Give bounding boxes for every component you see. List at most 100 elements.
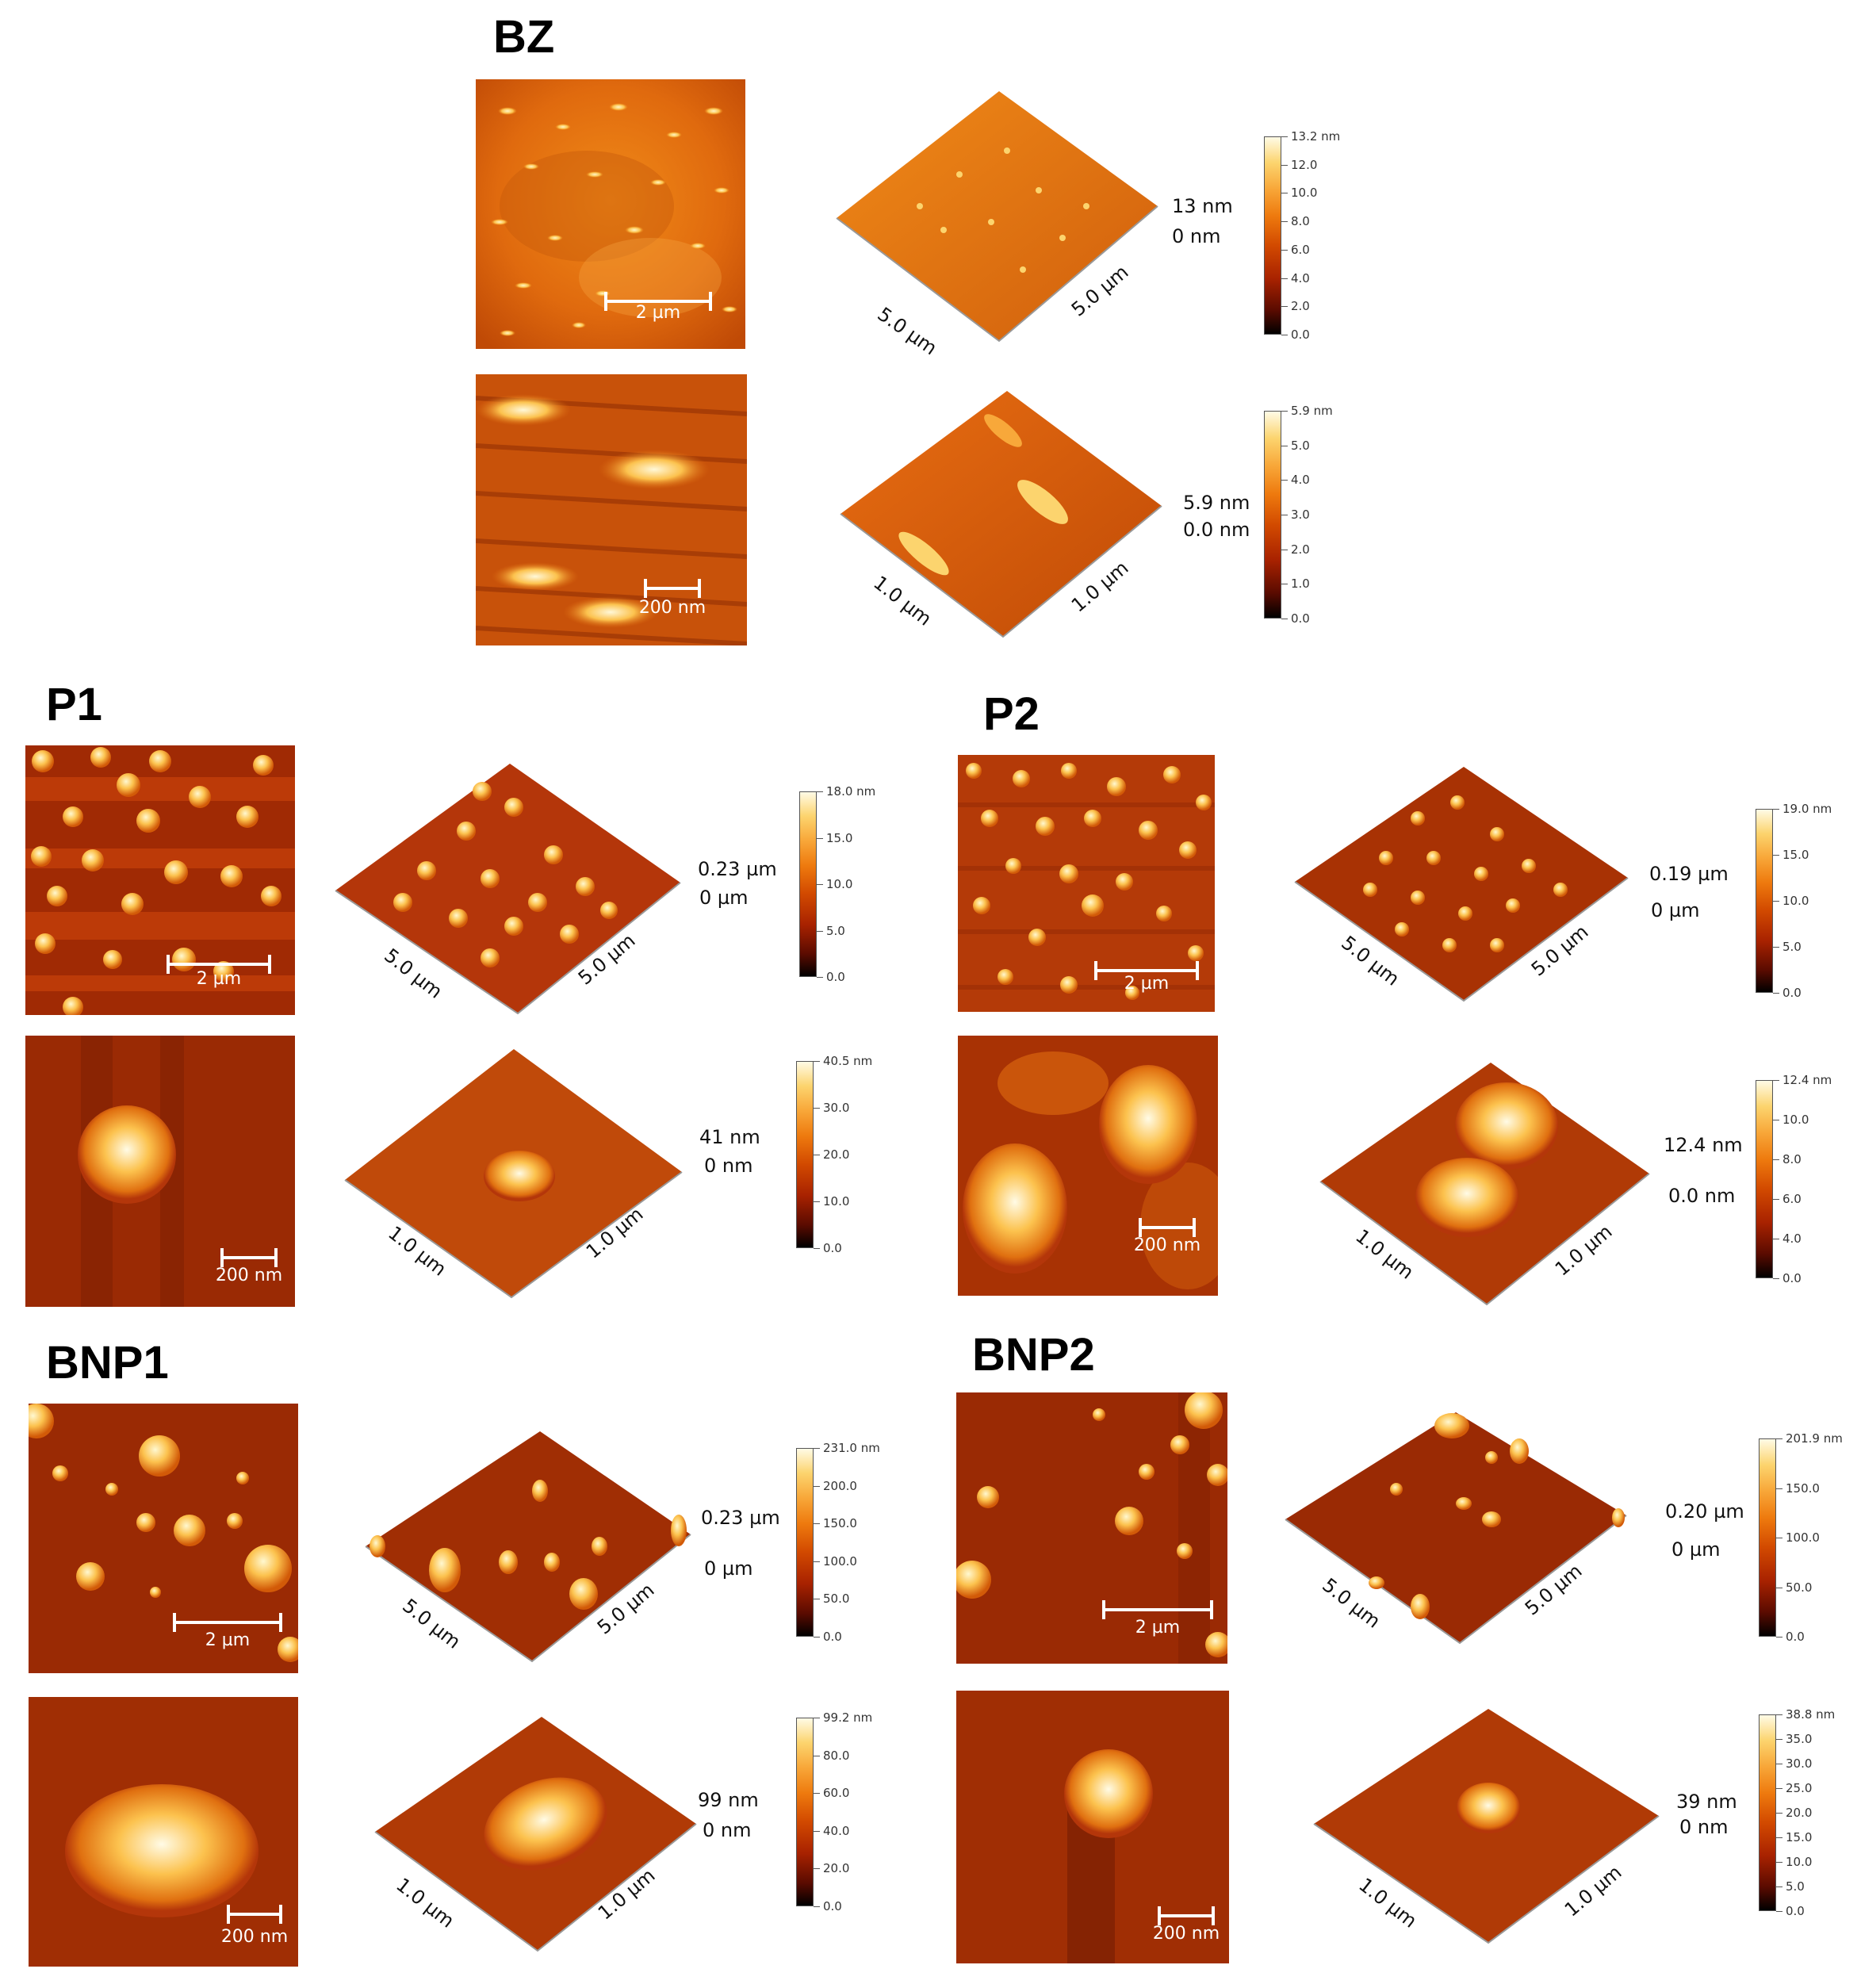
afm-image-bnp1-1um: 200 nm [29,1697,298,1967]
afm-image-p1-1um: 200 nm [25,1036,295,1307]
colorbar-gradient [1759,1714,1776,1911]
colorbar-tick [814,1248,820,1249]
colorbar-tick-label: 231.0 nm [823,1441,880,1455]
colorbar-tick-label: 30.0 [1786,1756,1813,1771]
colorbar-tick [1773,1080,1779,1081]
colorbar-tick-label: 5.9 nm [1291,404,1333,418]
scale-bar-label: 200 nm [1152,1924,1220,1944]
panel-title-bnp2: BNP2 [972,1329,1095,1381]
colorbar-tick-label: 12.0 [1291,157,1318,172]
colorbar-tick-label: 80.0 [823,1748,850,1763]
colorbar-tick-label: 30.0 [823,1101,850,1115]
colorbar-tick [1773,1159,1779,1160]
colorbar-tick [1773,1278,1779,1279]
colorbar-tick [1773,1199,1779,1200]
z-range-min: 0 µm [704,1557,753,1580]
colorbar-gradient [799,791,817,977]
z-range-min: 0 nm [1172,225,1221,247]
scale-bar: 200 nm [221,1905,288,1947]
colorbar-gradient [1756,1080,1773,1278]
z-range-min: 0 nm [1679,1816,1729,1838]
scale-bar-label: 200 nm [1133,1235,1201,1255]
axis-label-x: 1.0 µm [869,572,936,630]
scale-bar-label: 2 µm [196,969,242,989]
surface-3d-p1-5um: 5.0 µm 5.0 µm [331,760,681,1021]
afm-image-bz-1um: 200 nm [476,374,747,645]
colorbar-tick [1281,221,1288,223]
scale-bar: 200 nm [639,579,706,619]
colorbar-tick [814,1201,820,1202]
colorbar-tick-label: 0.0 [1786,1904,1805,1918]
z-range-min: 0 µm [1671,1538,1721,1561]
colorbar-tick-label: 4.0 [1783,1231,1802,1246]
colorbar-tick-label: 20.0 [823,1861,850,1876]
colorbar-tick-label: 40.5 nm [823,1054,873,1068]
colorbar-tick [1776,1438,1783,1439]
surface-3d-p1-1um: 1.0 µm 1.0 µm [341,1045,683,1303]
colorbar-tick-label: 0.0 [1783,986,1802,1000]
colorbar-tick [1776,1813,1783,1814]
colorbar-tick [814,1906,820,1907]
colorbar-tick [814,1793,820,1795]
colorbar-gradient [1264,411,1281,619]
colorbar-tick-label: 4.0 [1291,473,1310,488]
scale-bar-label: 200 nm [220,1927,289,1947]
colorbar-tick-label: 4.0 [1291,270,1310,285]
colorbar-gradient [1759,1438,1776,1637]
afm-image-bnp2-5um: 2 µm [956,1392,1227,1664]
colorbar-tick [817,791,823,792]
colorbar-tick-label: 10.0 [823,1194,850,1209]
colorbar-tick [1281,249,1288,251]
colorbar-tick-label: 6.0 [1291,242,1310,257]
z-range-min: 0 µm [1651,899,1700,921]
colorbar-tick [1281,136,1288,137]
colorbar-gradient [796,1448,814,1637]
afm-image-bz-5um: 2 µm [476,79,745,349]
colorbar-tick-label: 150.0 [823,1516,857,1531]
colorbar-tick-label: 12.4 nm [1783,1073,1832,1087]
colorbar-tick-label: 38.8 nm [1786,1707,1836,1722]
colorbar-tick-label: 0.0 [826,970,845,984]
colorbar-tick [1773,947,1779,948]
colorbar-tick [1281,164,1288,166]
surface-3d-bz-5um: 5.0 µm 5.0 µm [833,79,1166,359]
scale-bar: 2 µm [167,955,271,994]
colorbar-tick-label: 0.0 [1783,1271,1802,1285]
scale-bar-label: 200 nm [638,598,706,618]
colorbar-tick [1776,1488,1783,1489]
colorbar-tick [814,1485,820,1487]
colorbar-tick [1776,1739,1783,1740]
z-range-min: 0 µm [699,887,749,909]
colorbar-tick [817,930,823,932]
colorbar-tick [814,1830,820,1832]
panel-title-p1: P1 [46,679,102,730]
colorbar-tick [1776,1714,1783,1715]
colorbar-tick [1281,278,1288,279]
colorbar-tick-label: 19.0 nm [1783,802,1832,816]
colorbar-tick-label: 5.0 [1291,438,1310,453]
colorbar-tick-label: 0.0 [823,1630,842,1644]
colorbar-tick [814,1448,820,1449]
afm-image-bnp1-5um: 2 µm [29,1404,298,1673]
colorbar-tick-label: 2.0 [1291,542,1310,557]
scale-bar: 200 nm [1134,1218,1200,1258]
panel-title-bnp1: BNP1 [46,1337,169,1389]
colorbar-tick [1776,1837,1783,1838]
colorbar-tick-label: 15.0 [1786,1830,1813,1844]
z-range-min: 0.0 nm [1668,1185,1736,1207]
colorbar-tick-label: 25.0 [1786,1781,1813,1795]
colorbar-tick-label: 10.0 [826,877,853,891]
scale-bar: 2 µm [173,1613,282,1653]
z-range-max: 12.4 nm [1664,1134,1743,1156]
colorbar-tick-label: 0.0 [1291,611,1310,626]
colorbar-tick [814,1061,820,1062]
colorbar-tick-label: 10.0 [1291,186,1318,201]
z-range-max: 99 nm [698,1789,759,1811]
z-range-min: 0 nm [704,1155,753,1177]
z-range-min: 0.0 nm [1183,519,1250,541]
z-range-max: 5.9 nm [1183,492,1250,514]
colorbar-tick-label: 8.0 [1783,1152,1802,1166]
colorbar-tick-label: 3.0 [1291,508,1310,522]
colorbar-tick-label: 15.0 [1783,848,1809,862]
colorbar-tick [1281,411,1288,412]
